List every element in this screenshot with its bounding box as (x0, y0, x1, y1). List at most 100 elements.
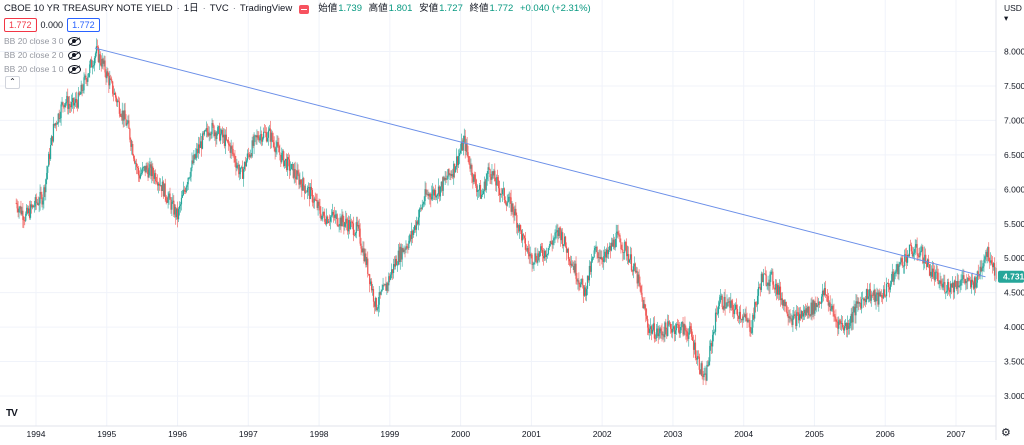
candle (461, 138, 463, 151)
candle (513, 206, 515, 224)
candle (156, 174, 159, 191)
currency-label: USD (1004, 3, 1022, 13)
candle (408, 235, 410, 251)
tradingview-logo-icon[interactable]: TV (6, 408, 18, 419)
candle (505, 200, 507, 212)
candle (204, 129, 206, 132)
candle (81, 83, 83, 97)
candle (186, 182, 188, 191)
symbol-name[interactable]: CBOE 10 YR TREASURY NOTE YIELD (4, 3, 173, 14)
candle (241, 165, 243, 169)
separator-dot: · (232, 3, 236, 14)
candle (163, 183, 165, 197)
candle (287, 152, 290, 167)
candle (670, 323, 673, 338)
candle (167, 191, 169, 209)
candle (820, 301, 822, 304)
candle (752, 313, 754, 335)
candle (990, 252, 992, 266)
candle (239, 164, 241, 181)
candle (199, 133, 202, 148)
trade-buttons: 1.772 0.000 1.772 (4, 18, 100, 32)
candle (69, 96, 71, 113)
candle (278, 137, 280, 153)
sell-price-button[interactable]: 1.772 (4, 18, 37, 32)
candle (224, 129, 227, 155)
candle (715, 305, 718, 322)
candle (914, 239, 916, 256)
candle (433, 186, 435, 200)
candle (563, 244, 565, 253)
interval-label[interactable]: 1日 (183, 3, 199, 14)
candle (988, 242, 990, 262)
candle (113, 88, 116, 96)
candle (190, 167, 192, 182)
candle (373, 301, 376, 314)
market-status-icon[interactable] (299, 4, 310, 14)
candle (921, 243, 923, 252)
candle (680, 322, 682, 333)
time-tick-label: 2000 (451, 429, 470, 439)
indicator-item[interactable]: BB 20 close 1 0 (4, 62, 81, 76)
chevron-up-icon[interactable]: ⌃ (5, 76, 20, 89)
candle (214, 130, 216, 141)
candle (994, 266, 997, 282)
candle (355, 216, 357, 239)
candle (882, 293, 884, 305)
candle (184, 187, 186, 195)
candle (329, 214, 332, 230)
candle (524, 231, 527, 256)
candle (258, 131, 260, 143)
candle (915, 239, 917, 248)
candle (24, 216, 26, 226)
candle (549, 240, 551, 247)
candle (148, 161, 150, 179)
candle (196, 142, 198, 161)
candle (300, 179, 302, 188)
candle (353, 229, 355, 237)
candle (142, 166, 144, 172)
candle (297, 164, 299, 177)
eye-off-icon[interactable] (67, 64, 81, 74)
candle (847, 320, 849, 335)
candle (370, 278, 372, 286)
candle (161, 176, 163, 192)
candle (775, 279, 777, 297)
candle (943, 274, 945, 291)
candle (711, 340, 713, 354)
candle (683, 323, 685, 336)
buy-price-button[interactable]: 1.772 (67, 18, 100, 32)
candle (479, 179, 482, 200)
candle (107, 68, 109, 77)
candle (844, 318, 847, 329)
candle (613, 236, 615, 250)
candle (808, 305, 810, 319)
candle (154, 170, 156, 185)
candle (113, 85, 115, 102)
indicator-item[interactable]: BB 20 close 2 0 (4, 48, 81, 62)
candle (73, 97, 76, 109)
candle (579, 282, 581, 291)
candle (506, 194, 508, 207)
indicator-item[interactable]: BB 20 close 3 0 (4, 34, 81, 48)
gear-icon[interactable]: ⚙ (1001, 427, 1011, 439)
eye-off-icon[interactable] (67, 50, 81, 60)
candle (782, 299, 784, 311)
candle (786, 305, 788, 317)
candle (863, 297, 865, 308)
candle (349, 216, 351, 235)
candle (677, 319, 679, 333)
candle (486, 171, 488, 186)
currency-selector[interactable]: USD ▾ (1004, 3, 1022, 23)
candle (481, 188, 484, 197)
candle (901, 255, 903, 266)
candle (550, 233, 552, 245)
price-tick-label: 3.000 (1004, 391, 1024, 401)
candle (932, 262, 934, 279)
candle (713, 329, 716, 334)
candle (812, 299, 814, 318)
candle (274, 146, 276, 160)
eye-off-icon[interactable] (67, 36, 81, 46)
